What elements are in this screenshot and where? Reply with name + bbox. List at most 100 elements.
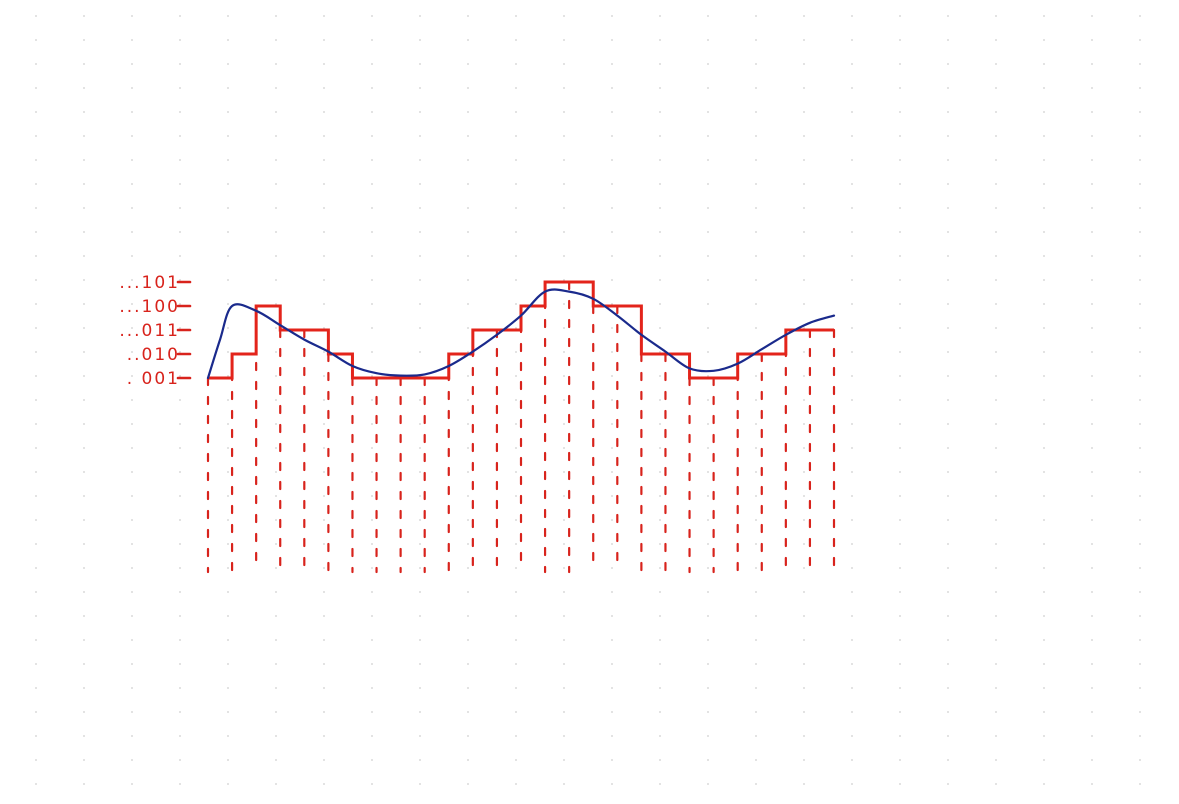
grid-dot [419, 231, 421, 233]
grid-dot [419, 447, 421, 449]
grid-dot [995, 351, 997, 353]
grid-dot [275, 735, 277, 737]
grid-dot [323, 159, 325, 161]
grid-dot [1139, 447, 1141, 449]
grid-dot [995, 783, 997, 785]
grid-dot [851, 447, 853, 449]
grid-dot [467, 519, 469, 521]
grid-dot [1043, 375, 1045, 377]
grid-dot [419, 87, 421, 89]
grid-dot [227, 375, 229, 377]
grid-dot [275, 183, 277, 185]
grid-dot [899, 591, 901, 593]
grid-dot [83, 63, 85, 65]
grid-dot [947, 423, 949, 425]
grid-dot [899, 39, 901, 41]
grid-dot [563, 135, 565, 137]
grid-dot [851, 87, 853, 89]
grid-dot [611, 519, 613, 521]
grid-dot [1043, 207, 1045, 209]
grid-dot [1139, 183, 1141, 185]
grid-dot [563, 591, 565, 593]
grid-dot [275, 87, 277, 89]
grid-dot [563, 447, 565, 449]
grid-dot [755, 111, 757, 113]
grid-dot [659, 711, 661, 713]
grid-dot [803, 519, 805, 521]
grid-dot [131, 591, 133, 593]
grid-dot [851, 759, 853, 761]
grid-dot [1043, 303, 1045, 305]
grid-dot [467, 39, 469, 41]
grid-dot [707, 303, 709, 305]
grid-dot [947, 15, 949, 17]
grid-dot [1091, 783, 1093, 785]
grid-dot [659, 591, 661, 593]
grid-dot [947, 327, 949, 329]
grid-dot [611, 543, 613, 545]
grid-dot [707, 231, 709, 233]
grid-dot [371, 471, 373, 473]
grid-dot [947, 615, 949, 617]
grid-dot [995, 447, 997, 449]
grid-dot [1043, 351, 1045, 353]
grid-dot [659, 519, 661, 521]
grid-dot [35, 63, 37, 65]
grid-dot [515, 735, 517, 737]
grid-dot [707, 711, 709, 713]
grid-dot [1139, 759, 1141, 761]
grid-dot [995, 543, 997, 545]
grid-dot [563, 639, 565, 641]
grid-dot [467, 231, 469, 233]
grid-dot [851, 567, 853, 569]
grid-dot [227, 543, 229, 545]
grid-dot [371, 399, 373, 401]
grid-dot [515, 615, 517, 617]
grid-dot [515, 303, 517, 305]
grid-dot [803, 135, 805, 137]
grid-dot [1043, 255, 1045, 257]
grid-dot [851, 351, 853, 353]
grid-dot [611, 783, 613, 785]
grid-dot [275, 63, 277, 65]
grid-dot [1043, 711, 1045, 713]
grid-dot [419, 39, 421, 41]
grid-dot [419, 111, 421, 113]
grid-dot [659, 207, 661, 209]
grid-dot [755, 735, 757, 737]
grid-dot [803, 183, 805, 185]
grid-dot [707, 447, 709, 449]
grid-dot [995, 639, 997, 641]
grid-dot [1139, 303, 1141, 305]
grid-dot [467, 255, 469, 257]
grid-dot [611, 303, 613, 305]
grid-dot [467, 111, 469, 113]
grid-dot [83, 711, 85, 713]
grid-dot [131, 759, 133, 761]
grid-dot [563, 423, 565, 425]
grid-dot [707, 639, 709, 641]
grid-dot [851, 39, 853, 41]
grid-dot [467, 423, 469, 425]
grid-dot [275, 687, 277, 689]
grid-dot [611, 279, 613, 281]
grid-dot [35, 15, 37, 17]
grid-dot [611, 471, 613, 473]
grid-dot [467, 543, 469, 545]
grid-dot [179, 543, 181, 545]
grid-dot [659, 231, 661, 233]
grid-dot [467, 711, 469, 713]
grid-dot [1091, 399, 1093, 401]
grid-dot [83, 255, 85, 257]
grid-dot [371, 591, 373, 593]
analog-signal [206, 288, 836, 380]
grid-dot [611, 567, 613, 569]
grid-dot [803, 111, 805, 113]
grid-dot [35, 735, 37, 737]
grid-dot [947, 639, 949, 641]
grid-dot [563, 39, 565, 41]
grid-dot [899, 111, 901, 113]
grid-dot [83, 303, 85, 305]
grid-dot [131, 15, 133, 17]
grid-dot [179, 639, 181, 641]
